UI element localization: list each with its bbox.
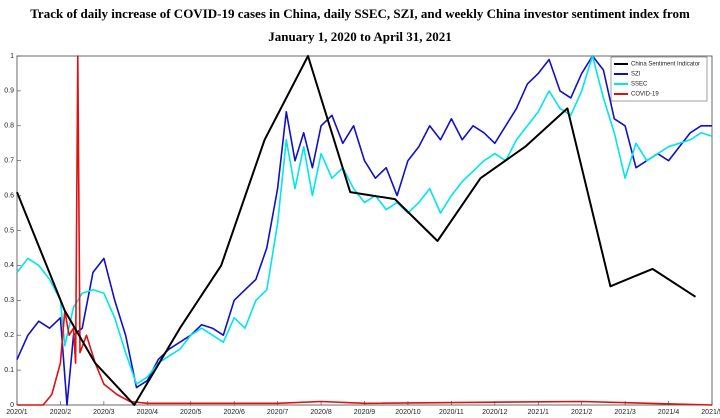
x-tick-label: 2020/1 <box>6 409 28 416</box>
series-line <box>16 55 697 406</box>
legend-label: COVID-19 <box>631 92 659 98</box>
x-tick-label: 2020/11 <box>439 409 464 416</box>
series-line <box>16 55 712 406</box>
y-tick-label: 0.1 <box>4 367 14 374</box>
chart-title: Track of daily increase of COVID-19 case… <box>30 6 690 21</box>
x-tick-label: 2020/5 <box>180 409 202 416</box>
plot-frame <box>16 55 713 406</box>
y-tick-label: 0.8 <box>4 123 14 130</box>
x-tick-label: 2021/4 <box>658 409 680 416</box>
y-tick-label: 0.5 <box>4 227 14 234</box>
x-tick-label: 2020/9 <box>354 409 376 416</box>
x-tick-label: 2020/12 <box>482 409 507 416</box>
x-tick-label: 2021/5 <box>701 409 720 416</box>
series-line <box>16 55 713 385</box>
y-tick-label: 0.2 <box>4 332 14 339</box>
chart-title: January 1, 2020 to April 31, 2021 <box>268 29 451 44</box>
x-tick-label: 2020/8 <box>310 409 332 416</box>
y-tick-label: 0.6 <box>4 192 14 199</box>
x-tick-label: 2020/6 <box>223 409 245 416</box>
series-line <box>17 55 713 406</box>
x-tick-label: 2020/4 <box>137 409 159 416</box>
plot-area <box>16 55 713 406</box>
y-tick-label: 0.7 <box>4 158 14 165</box>
x-tick-label: 2021/1 <box>528 409 550 416</box>
x-tick-label: 2020/7 <box>267 409 289 416</box>
y-tick-label: 1 <box>10 53 14 60</box>
x-tick-label: 2020/3 <box>93 409 115 416</box>
x-tick-label: 2020/10 <box>395 409 420 416</box>
legend-label: China Sentiment Indicator <box>631 62 700 68</box>
legend: China Sentiment Indicator SZI SSEC COVID-19 <box>610 56 708 102</box>
x-tick-label: 2021/2 <box>571 409 593 416</box>
x-tick-label: 2021/3 <box>614 409 636 416</box>
x-tick-label: 2020/2 <box>50 409 72 416</box>
y-tick-label: 0.4 <box>4 262 14 269</box>
y-tick-label: 0.3 <box>4 297 14 304</box>
legend-label: SZI <box>631 72 641 78</box>
legend-label: SSEC <box>631 82 648 88</box>
y-tick-label: 0 <box>10 402 14 409</box>
y-tick-label: 0.9 <box>4 88 14 95</box>
